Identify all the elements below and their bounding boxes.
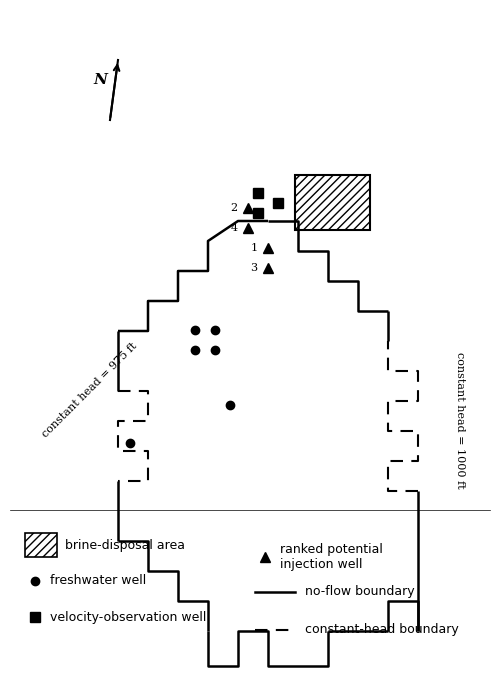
Text: brine-disposal area: brine-disposal area — [65, 539, 185, 551]
Text: 4: 4 — [230, 223, 237, 233]
Text: no-flow boundary: no-flow boundary — [305, 585, 414, 599]
Text: N: N — [93, 73, 107, 87]
Bar — [25, 533, 57, 557]
Text: constant head = 975 ft: constant head = 975 ft — [40, 341, 140, 439]
Bar — [295, 175, 370, 230]
Text: ranked potential
injection well: ranked potential injection well — [280, 543, 383, 571]
Text: 2: 2 — [230, 203, 237, 213]
Text: 3: 3 — [250, 263, 258, 273]
Text: 1: 1 — [250, 243, 258, 253]
Text: constant-head boundary: constant-head boundary — [305, 624, 459, 637]
Bar — [25, 533, 57, 557]
Text: velocity-observation well: velocity-observation well — [50, 610, 206, 624]
Text: constant head = 1000 ft: constant head = 1000 ft — [455, 351, 465, 489]
Text: freshwater well: freshwater well — [50, 574, 146, 587]
Bar — [295, 175, 370, 230]
